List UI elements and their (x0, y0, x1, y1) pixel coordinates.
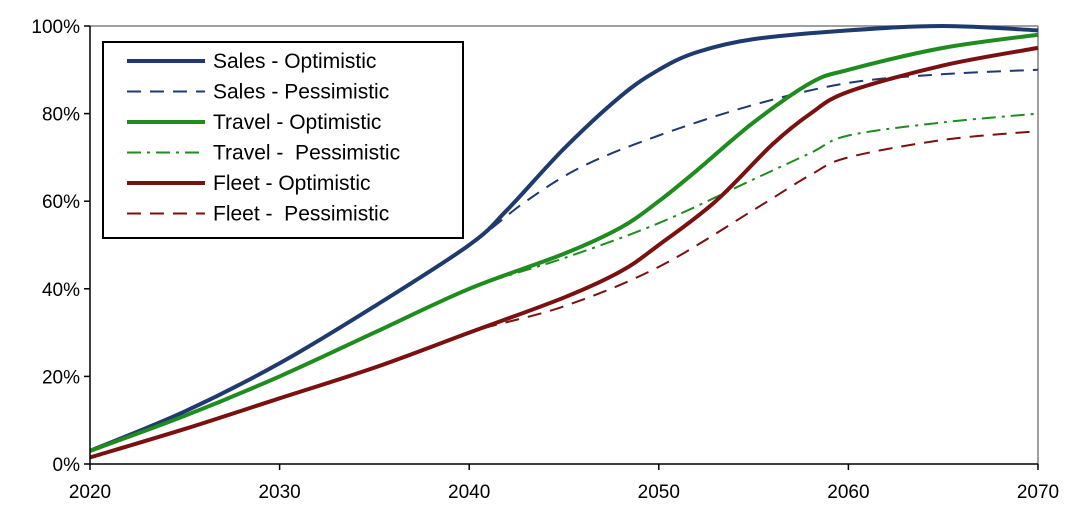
x-tick-label: 2030 (258, 482, 300, 503)
y-tick-label: 0% (53, 455, 81, 476)
y-tick-label: 60% (42, 192, 80, 213)
legend-label: Fleet - Pessimistic (213, 203, 389, 226)
legend-box (102, 41, 464, 239)
series-line-6 (89, 130, 1039, 459)
y-tick-label: 20% (42, 367, 80, 388)
y-tick-label: 80% (42, 105, 80, 126)
x-tick-label: 2050 (638, 482, 680, 503)
x-axis: 2020 2030 2040 2050 2060 2070 (69, 463, 1059, 503)
series-line-4 (89, 112, 1039, 452)
y-tick-label: 100% (31, 17, 80, 38)
series-line-2 (89, 68, 1039, 452)
y-tick-label: 40% (42, 280, 80, 301)
series-line-5 (89, 45, 1039, 460)
x-tick-label: 2020 (69, 482, 111, 503)
series-lines (89, 24, 1039, 460)
x-tick-label: 2070 (1017, 482, 1059, 503)
legend-label: Travel - Optimistic (213, 111, 381, 134)
legend: Sales - Optimistic Sales - Pessimistic Tra… (102, 41, 464, 239)
legend-label: Fleet - Optimistic (213, 172, 371, 195)
x-tick-label: 2040 (448, 482, 490, 503)
legend-label: Travel - Pessimistic (213, 142, 400, 165)
legend-label: Sales - Optimistic (213, 50, 376, 73)
legend-label: Sales - Pessimistic (213, 81, 389, 104)
x-tick-label: 2060 (827, 482, 869, 503)
y-axis: 0% 20% 40% 60% 80% 100% (31, 17, 91, 476)
